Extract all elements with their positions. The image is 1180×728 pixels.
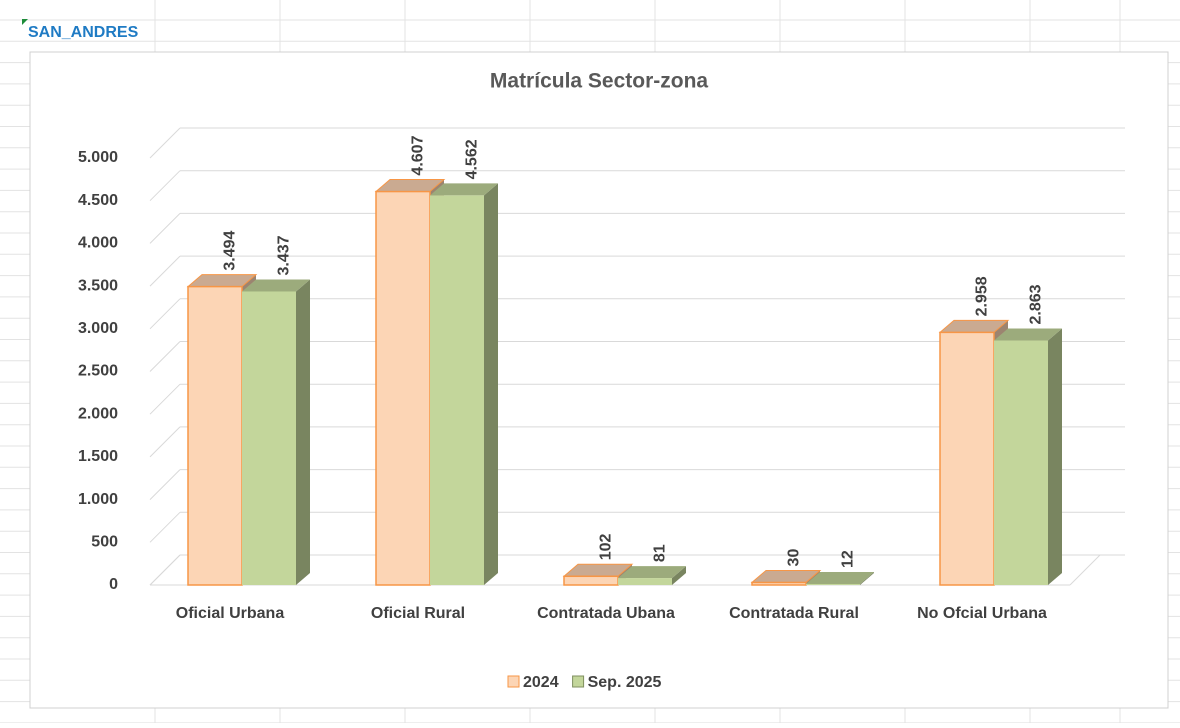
grid-side: [149, 341, 181, 372]
y-tick-label: 1.500: [78, 448, 118, 465]
cell-text: SAN_ANDRES: [28, 24, 139, 41]
bar: [751, 581, 807, 586]
x-tick-label: No Ofcial Urbana: [917, 605, 1047, 622]
grid-side: [149, 255, 181, 287]
bar: [563, 575, 619, 586]
x-tick-label: Oficial Rural: [371, 605, 465, 622]
y-tick-label: 4.500: [78, 192, 118, 209]
value-label: 2.863: [1027, 284, 1044, 324]
value-label: 3.494: [221, 230, 238, 270]
grid-side: [149, 383, 181, 415]
bar: [375, 190, 431, 586]
grid-side: [149, 298, 181, 330]
y-tick-label: 500: [91, 534, 118, 551]
legend-label: 2024: [523, 674, 559, 691]
grid-side: [149, 469, 181, 500]
legend-swatch: [572, 675, 585, 688]
bar-top: [618, 566, 686, 579]
y-tick-label: 0: [109, 576, 118, 593]
grid-side: [149, 426, 181, 458]
y-tick-label: 3.000: [78, 320, 118, 337]
grid-side: [149, 213, 181, 244]
bar-side: [1048, 328, 1062, 585]
x-tick-label: Contratada Rural: [729, 605, 859, 622]
x-tick-label: Contratada Ubana: [537, 605, 675, 622]
bar: [939, 331, 995, 586]
bar: [430, 195, 484, 585]
legend-label: Sep. 2025: [588, 674, 662, 691]
bar-side: [860, 571, 874, 585]
bar: [806, 583, 860, 585]
bar-top: [806, 571, 874, 584]
bar-top: [242, 279, 310, 292]
value-label: 4.607: [409, 135, 426, 175]
value-label: 102: [597, 533, 614, 560]
bar: [242, 291, 296, 585]
value-label: 2.958: [973, 276, 990, 316]
bar-side: [296, 279, 310, 585]
x-tick-label: Oficial Urbana: [176, 605, 285, 622]
value-label: 4.562: [463, 139, 480, 179]
grid-side: [149, 127, 181, 159]
value-label: 30: [785, 549, 802, 567]
cell-marker: [22, 19, 28, 25]
bar: [618, 578, 672, 585]
y-tick-label: 4.000: [78, 235, 118, 252]
bar: [994, 340, 1048, 585]
grid-side: [149, 554, 181, 586]
plot: 0 500 1.000 1.500 2.000 2.500 3.000 3.500 4.000 4…: [78, 127, 1125, 691]
value-label: 3.437: [275, 235, 292, 275]
grid-side: [149, 170, 181, 202]
y-tick-label: 2.500: [78, 363, 118, 380]
chart-title: Matrícula Sector-zona: [490, 70, 709, 93]
bar-top: [994, 328, 1062, 341]
floor-right: [1069, 554, 1101, 586]
bar: [187, 285, 243, 586]
grid-side: [149, 511, 181, 543]
y-tick-label: 1.000: [78, 491, 118, 508]
value-label: 81: [651, 544, 668, 562]
bar-top: [430, 183, 498, 196]
bar-side: [484, 183, 498, 585]
y-tick-label: 3.500: [78, 277, 118, 294]
value-label: 12: [839, 550, 856, 568]
bar-side: [672, 566, 686, 585]
y-tick-label: 2.000: [78, 405, 118, 422]
legend-swatch: [507, 675, 520, 688]
y-tick-label: 5.000: [78, 149, 118, 166]
